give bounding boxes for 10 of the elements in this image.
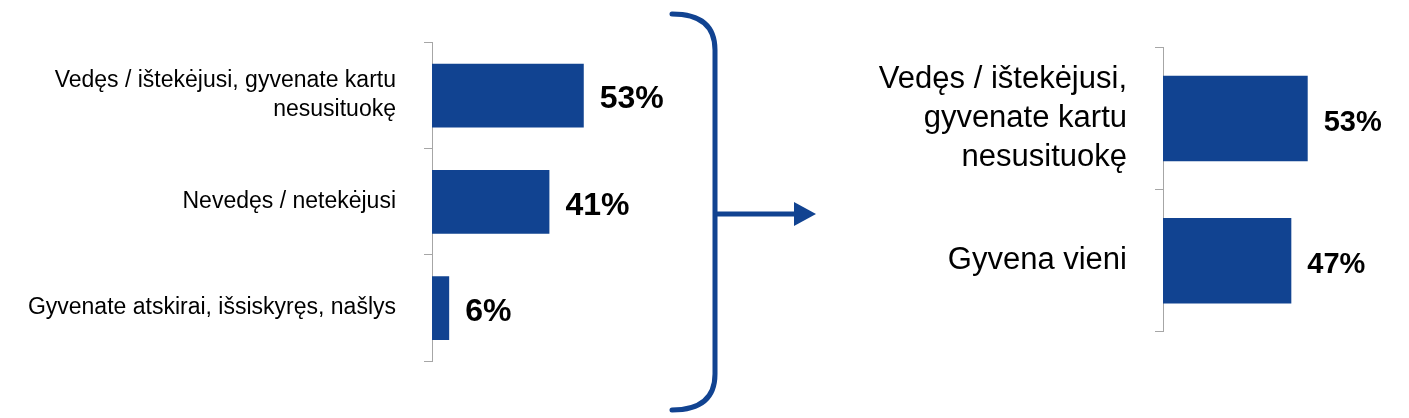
data-label: 6% [465,291,512,328]
data-label: 53% [1323,104,1382,137]
y-tick-label: Gyvena vieni [947,241,1127,277]
data-label: 41% [565,185,630,222]
y-tick-label: Vedęs / ištekėjusi, gyvenate kartu nesusituokę [54,66,396,122]
data-label: 47% [1307,246,1366,279]
y-tick-label: Gyvenate atskirai, išsiskyręs, našlys [27,293,396,320]
data-label: 53% [599,79,664,116]
y-tick-label: Nevedęs / netekėjusi [182,187,396,214]
y-tick-label: Vedęs / ištekėjusi, gyvenate kartu nesusituokę [878,60,1127,173]
